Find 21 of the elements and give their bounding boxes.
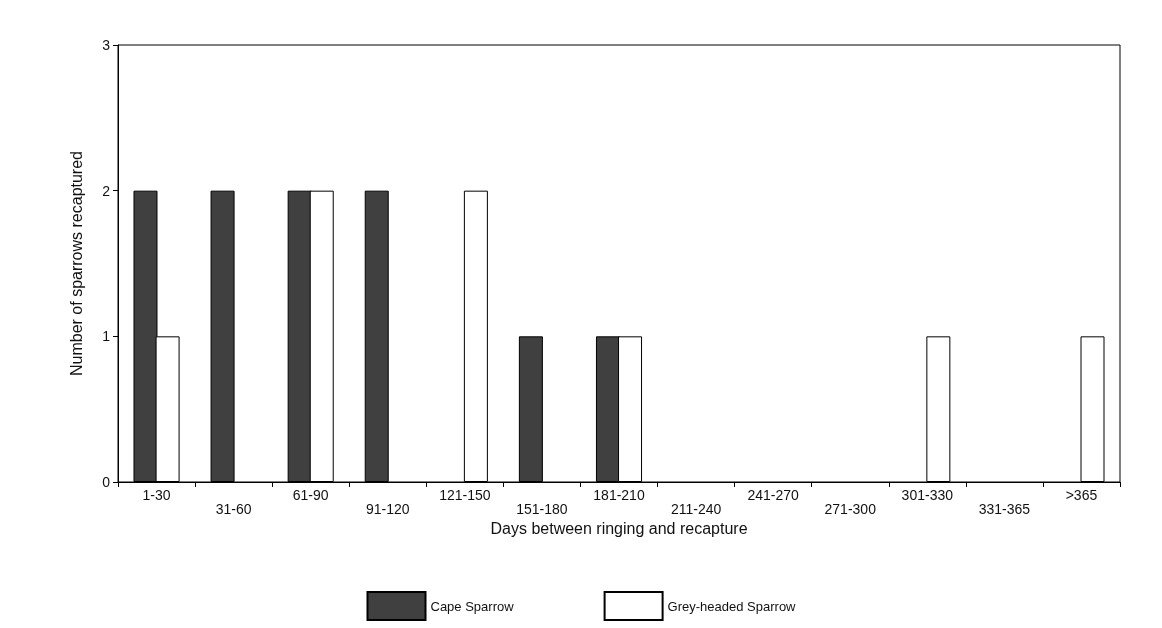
x-tick-label: 241-270 bbox=[747, 487, 800, 503]
x-tick-label: 91-120 bbox=[365, 501, 410, 517]
legend-label: Grey-headed Sparrow bbox=[667, 598, 797, 614]
x-tick-label: 301-330 bbox=[901, 487, 954, 503]
x-tick-label: >365 bbox=[1065, 487, 1098, 503]
legend-label: Cape Sparrow bbox=[430, 598, 515, 614]
x-tick-label: 271-300 bbox=[824, 501, 877, 517]
x-tick-label: 31-60 bbox=[215, 501, 252, 517]
x-tick-label: 151-180 bbox=[516, 501, 568, 517]
y-tick-label: 2 bbox=[102, 182, 111, 199]
x-tick-label: 181-210 bbox=[593, 487, 645, 503]
y-tick-label: 3 bbox=[102, 37, 111, 53]
x-tick-label: 61-90 bbox=[292, 487, 329, 503]
y-tick-label: 0 bbox=[102, 474, 111, 490]
y-tick-label: 1 bbox=[102, 328, 111, 345]
x-tick-label: 1-30 bbox=[142, 487, 171, 503]
x-tick-label: 211-240 bbox=[670, 501, 722, 517]
x-axis-title: Days between ringing and recapture bbox=[490, 520, 748, 538]
x-tick-label: 331-365 bbox=[978, 501, 1031, 517]
y-axis-title: Number of sparrows recaptured bbox=[67, 151, 85, 376]
x-tick-label: 121-150 bbox=[439, 487, 491, 503]
